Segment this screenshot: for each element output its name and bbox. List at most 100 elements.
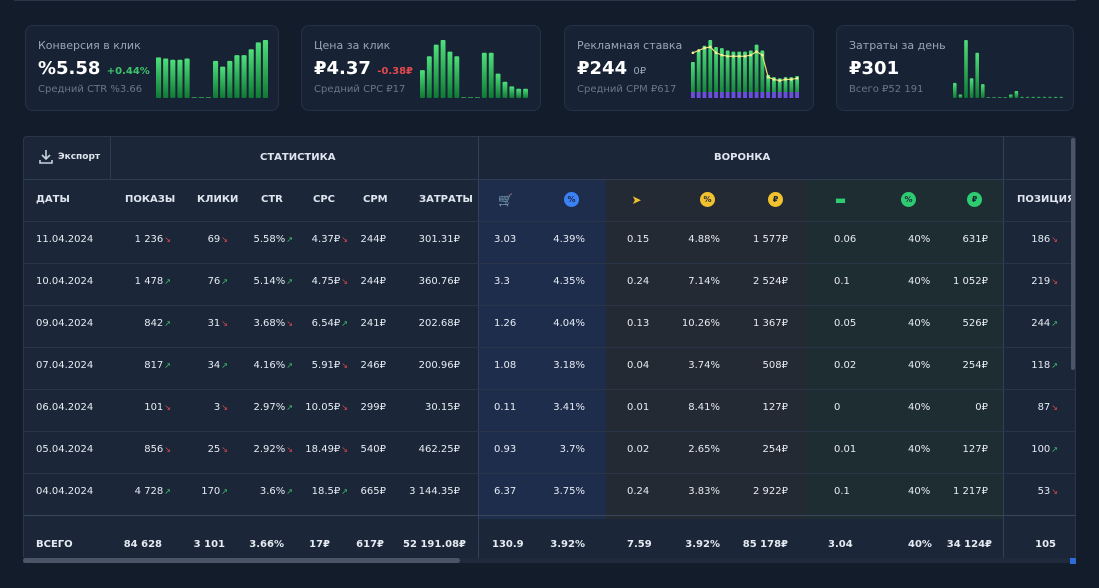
sparkline-point: [761, 53, 764, 57]
sparkline-point: [778, 79, 782, 82]
cell-funnel-3: 0.24: [627, 486, 650, 497]
scrollbar-thumb[interactable]: [23, 558, 460, 563]
sparkline-bar: [234, 55, 240, 98]
sparkline-bar: [969, 78, 974, 98]
trend-up-icon: ↗: [221, 487, 228, 496]
card-spend: Затраты за день ₽301 Всего ₽52 191: [836, 25, 1074, 111]
sparkline-point: [691, 51, 695, 55]
funnel-band-amber: [606, 179, 807, 519]
cell-funnel-7: 40%: [908, 402, 931, 413]
cell-funnel-1: 1.26: [494, 318, 517, 329]
cell-funnel-2: 3.7%: [559, 444, 585, 455]
card-cpc: Цена за клик ₽4.37 -0.38₽ Средний CPC ₽1…: [301, 25, 541, 111]
cell-funnel-6: 0.06: [834, 234, 857, 245]
sparkline-bar: [702, 45, 707, 98]
card-sub: Средний CPM ₽617: [577, 84, 677, 95]
cell-funnel-5: 508₽: [762, 360, 788, 371]
col-header-shows[interactable]: ПОКАЗЫ: [125, 194, 176, 205]
divider: [110, 137, 111, 179]
total-divider: [24, 515, 1075, 516]
cell-funnel-1: 0.11: [494, 402, 517, 413]
horizontal-scrollbar[interactable]: [23, 558, 1076, 563]
sparkline-bar: [241, 55, 247, 98]
vertical-scrollbar[interactable]: [1070, 136, 1076, 560]
cell-cpm: 241₽: [360, 318, 386, 329]
cell-cpc: 5.91₽↘: [311, 360, 348, 371]
cell-funnel-8: 0₽: [975, 402, 988, 413]
total-spend: 52 191.08₽: [403, 539, 466, 550]
sparkline-bar: [737, 51, 742, 98]
sparkline-bar-segment: [737, 92, 742, 98]
sparkline-bar-segment: [719, 92, 724, 98]
sparkline-bar: [708, 40, 713, 98]
card-change: +0.44%: [106, 66, 150, 77]
cell-shows: 842↗: [144, 318, 171, 329]
trend-up-icon: ↗: [286, 487, 293, 496]
sparkline-bar: [255, 42, 261, 98]
sparkline-bar: [433, 44, 439, 98]
col-header-cpm[interactable]: CPM: [363, 194, 388, 205]
total-funnel-3: 7.59: [627, 539, 652, 550]
cell-spend: 202.68₽: [418, 318, 460, 329]
ruble-coin-icon: ₽: [967, 192, 982, 207]
trend-down-icon: ↘: [164, 235, 171, 244]
cell-funnel-5: 254₽: [762, 444, 788, 455]
col-header-position[interactable]: ПОЗИЦИЯ: [1017, 194, 1075, 205]
sparkline-bar: [213, 60, 219, 98]
trend-down-icon: ↘: [286, 319, 293, 328]
col-header-cpc[interactable]: CPC: [313, 194, 336, 205]
sparkline-bar-segment: [696, 92, 701, 98]
cell-date: 04.04.2024: [36, 486, 94, 497]
sparkline-bar: [447, 51, 453, 98]
sparkline-bar: [964, 40, 968, 98]
col-header-clicks[interactable]: КЛИКИ: [197, 194, 239, 205]
resize-corner: [1070, 558, 1076, 564]
cell-cpc: 4.37₽↘: [311, 234, 348, 245]
cell-cpc: 6.54₽↗: [311, 318, 348, 329]
cell-funnel-8: 254₽: [962, 360, 988, 371]
card-sparkline: [691, 40, 799, 98]
cart-icon: 🛒: [498, 192, 513, 207]
cell-ctr: 2.97%↗: [253, 402, 293, 413]
trend-down-icon: ↘: [221, 235, 228, 244]
total-cpc: 17₽: [309, 539, 330, 550]
col-header-dates[interactable]: ДАТЫ: [36, 194, 70, 205]
cell-position: 186↘: [1031, 234, 1058, 245]
cell-cpm: 299₽: [360, 402, 386, 413]
trend-down-icon: ↘: [1051, 277, 1058, 286]
export-button[interactable]: Экспорт: [38, 149, 100, 165]
sparkline-point: [743, 54, 747, 58]
row-divider: [24, 431, 1075, 432]
cell-funnel-8: 1 052₽: [953, 276, 988, 287]
sparkline-bar: [248, 49, 254, 98]
sparkline-bar-segment: [708, 92, 713, 98]
total-position: 105: [1035, 539, 1056, 550]
col-header-spend[interactable]: ЗАТРАТЫ: [419, 194, 473, 205]
sparkline-bar-segment: [748, 92, 753, 98]
cell-position: 219↘: [1031, 276, 1058, 287]
col-header-ctr[interactable]: CTR: [261, 194, 283, 205]
cell-spend: 301.31₽: [418, 234, 460, 245]
cell-funnel-3: 0.24: [627, 276, 650, 287]
sparkline-bar: [420, 70, 425, 98]
cell-clicks: 31↘: [207, 318, 228, 329]
cell-funnel-2: 3.18%: [553, 360, 585, 371]
cell-cpm: 244₽: [360, 276, 386, 287]
sparkline-bar-segment: [777, 92, 782, 98]
cell-cpm: 244₽: [360, 234, 386, 245]
card-label: Затраты за день: [849, 39, 946, 52]
sparkline-bar: [1009, 94, 1013, 98]
trend-down-icon: ↘: [341, 235, 348, 244]
card-label: Рекламная ставка: [577, 39, 683, 52]
scrollbar-thumb[interactable]: [1071, 138, 1075, 370]
sparkline-bar: [170, 59, 176, 98]
cell-funnel-2: 3.75%: [553, 486, 585, 497]
total-funnel-4: 3.92%: [685, 539, 720, 550]
cell-funnel-1: 3.3: [494, 276, 510, 287]
cell-position: 53↘: [1037, 486, 1058, 497]
trend-up-icon: ↗: [164, 487, 171, 496]
trend-down-icon: ↘: [221, 403, 228, 412]
sparkline-bar: [220, 66, 226, 98]
sparkline-bar: [1053, 96, 1058, 98]
sparkline-baseline: [468, 97, 473, 98]
